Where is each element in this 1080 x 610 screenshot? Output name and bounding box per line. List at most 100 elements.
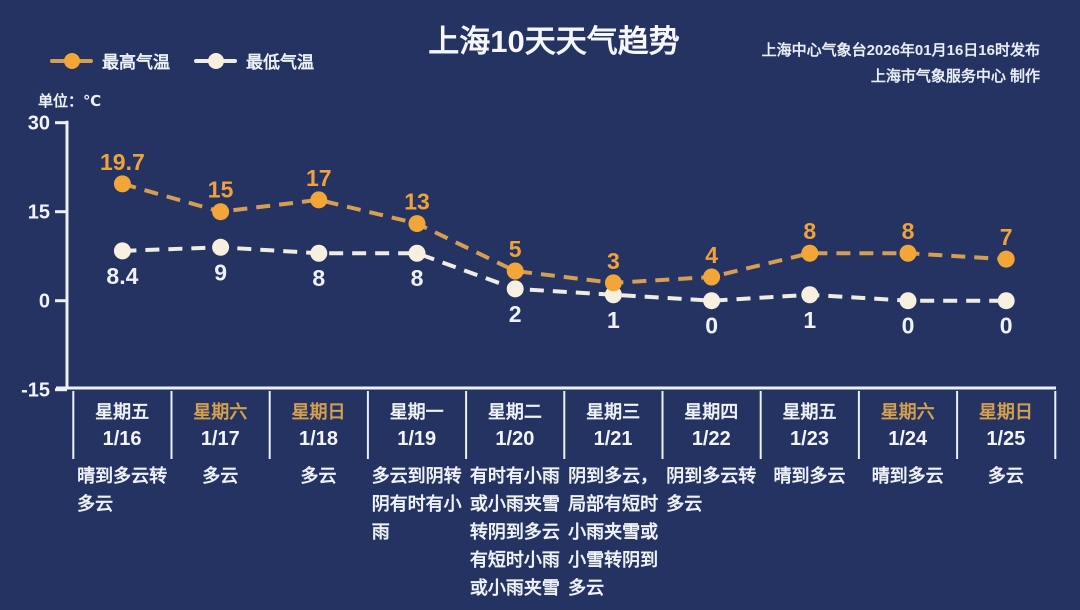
- weather-text: 多云到阴转 阴有时有小 雨: [371, 466, 462, 542]
- date-label: 1/22: [691, 428, 731, 450]
- high-temp-value: 5: [509, 236, 522, 262]
- low-temp-value: 0: [705, 313, 718, 339]
- weather-text: 多云: [987, 466, 1024, 486]
- high-temp-value: 4: [705, 242, 718, 268]
- low-temp-point: [113, 242, 131, 260]
- y-tick-label: 30: [28, 113, 50, 135]
- high-temp-point: [801, 244, 819, 262]
- high-temp-value: 15: [208, 177, 234, 203]
- weather-cell: 多云: [957, 462, 1055, 490]
- low-temp-point: [703, 292, 721, 310]
- low-temp-value: 8: [411, 265, 424, 291]
- date-label: 1/18: [299, 428, 338, 450]
- low-temp-point: [506, 280, 524, 298]
- day-columns: 星期五 1/16 晴到多云转 多云 星期六 1/17 多云 星期日 1/18 多云 星期一 1/19…: [73, 392, 1055, 602]
- low-temp-value: 0: [1000, 313, 1013, 339]
- high-temp-marker-icon: [50, 52, 93, 69]
- weather-text: 晴到多云: [773, 466, 846, 486]
- source-line-producer: 上海市气象服务中心 制作: [870, 68, 1040, 85]
- weekday-label: 星期日: [291, 402, 346, 422]
- weather-cell: 阴到多云转 多云: [662, 462, 760, 518]
- high-temp-value: 7: [1000, 224, 1013, 250]
- low-temp-point: [997, 292, 1015, 310]
- weather-text: 阴到多云转 多云: [666, 466, 757, 514]
- day-column: 星期一 1/19 多云到阴转 阴有时有小 雨: [368, 392, 466, 602]
- weekday-label: 星期一: [389, 402, 444, 422]
- low-temp-point: [310, 244, 328, 262]
- day-column: 星期四 1/22 阴到多云转 多云: [662, 392, 760, 602]
- low-temp-dot-icon: [207, 52, 224, 69]
- weather-cell: 有时有小雨 或小雨夹雪 转阴到多云 有短时小雨 或小雨夹雪: [466, 462, 564, 602]
- day-column: 星期五 1/16 晴到多云转 多云: [73, 392, 171, 602]
- high-temp-value: 17: [306, 165, 332, 191]
- weather-cell: 多云: [171, 462, 269, 490]
- legend: 最高气温 最低气温: [50, 48, 314, 73]
- day-column: 星期三 1/21 阴到多云， 局部有短时 小雨夹雪或 小雪转阴到 多云: [564, 392, 662, 602]
- weekday-label: 星期日: [978, 402, 1033, 422]
- weather-text: 阴到多云， 局部有短时 小雨夹雪或 小雪转阴到 多云: [568, 466, 659, 598]
- day-column: 星期日 1/25 多云: [957, 392, 1055, 602]
- low-temp-line: [122, 245, 1007, 303]
- high-temp-value: 13: [404, 189, 430, 215]
- weather-cell: 多云到阴转 阴有时有小 雨: [368, 462, 466, 546]
- high-temp-point: [703, 268, 721, 286]
- high-temp-point: [310, 191, 328, 209]
- y-tick-label: 0: [39, 291, 50, 313]
- unit-label: 单位：℃: [38, 93, 102, 110]
- weekday-label: 星期五: [95, 402, 150, 422]
- source-line-publish: 上海中心气象台2026年01月16日16时发布: [761, 42, 1040, 59]
- high-temp-value: 3: [607, 248, 620, 274]
- weekday-label: 星期三: [586, 402, 641, 422]
- high-temp-point: [113, 175, 131, 193]
- legend-item-high-temp: 最高气温: [50, 48, 170, 73]
- high-temp-line: [121, 181, 1007, 285]
- low-temp-value: 8: [312, 265, 325, 291]
- date-label: 1/25: [986, 428, 1026, 450]
- day-column: 星期六 1/17 多云: [171, 392, 269, 602]
- weather-text: 晴到多云转 多云: [77, 466, 168, 514]
- low-temp-value: 2: [509, 301, 522, 327]
- legend-label-high-temp: 最高气温: [102, 53, 170, 72]
- weekday-label: 星期六: [193, 402, 248, 422]
- high-temp-value: 19.7: [100, 149, 145, 175]
- low-temp-point: [899, 292, 917, 310]
- low-temp-value: 1: [803, 307, 816, 333]
- low-temp-value: 1: [607, 307, 620, 333]
- weather-text: 晴到多云: [871, 466, 944, 486]
- high-temp-point: [212, 203, 230, 221]
- low-temp-point: [801, 286, 819, 304]
- weekday-label: 星期六: [880, 402, 935, 422]
- date-label: 1/19: [397, 428, 437, 450]
- legend-label-low-temp: 最低气温: [246, 53, 314, 72]
- high-temp-point: [506, 262, 524, 280]
- weather-cell: 晴到多云转 多云: [73, 462, 171, 518]
- date-label: 1/24: [888, 428, 928, 450]
- date-label: 1/20: [495, 428, 535, 450]
- weather-text: 有时有小雨 或小雨夹雪 转阴到多云 有短时小雨 或小雨夹雪: [469, 466, 560, 598]
- low-temp-value: 8.4: [106, 263, 138, 289]
- date-label: 1/16: [102, 428, 142, 450]
- weather-cell: 阴到多云， 局部有短时 小雨夹雪或 小雪转阴到 多云: [564, 462, 662, 602]
- weekday-label: 星期五: [782, 402, 837, 422]
- day-column: 星期五 1/23 晴到多云: [760, 392, 858, 602]
- low-temp-point: [408, 244, 426, 262]
- low-temp-point: [212, 238, 230, 256]
- high-temp-point: [899, 244, 917, 262]
- high-temp-value: 8: [803, 218, 816, 244]
- high-temp-point: [997, 250, 1015, 268]
- y-tick-label: -15: [21, 380, 50, 402]
- weather-cell: 晴到多云: [760, 462, 858, 490]
- day-column: 星期二 1/20 有时有小雨 或小雨夹雪 转阴到多云 有短时小雨 或小雨夹雪: [466, 392, 564, 602]
- y-tick-label: 15: [28, 202, 50, 224]
- source-info: 上海中心气象台2026年01月16日16时发布 上海市气象服务中心 制作: [762, 38, 1040, 90]
- low-temp-value: 9: [214, 259, 227, 285]
- weather-text: 多云: [202, 466, 239, 486]
- high-temp-point: [408, 215, 426, 233]
- high-temp-point: [604, 274, 622, 292]
- day-column: 星期六 1/24 晴到多云: [859, 392, 957, 602]
- low-temp-point: [604, 286, 622, 304]
- weather-cell: 多云: [269, 462, 367, 490]
- date-label: 1/23: [790, 428, 829, 450]
- date-label: 1/17: [200, 428, 240, 450]
